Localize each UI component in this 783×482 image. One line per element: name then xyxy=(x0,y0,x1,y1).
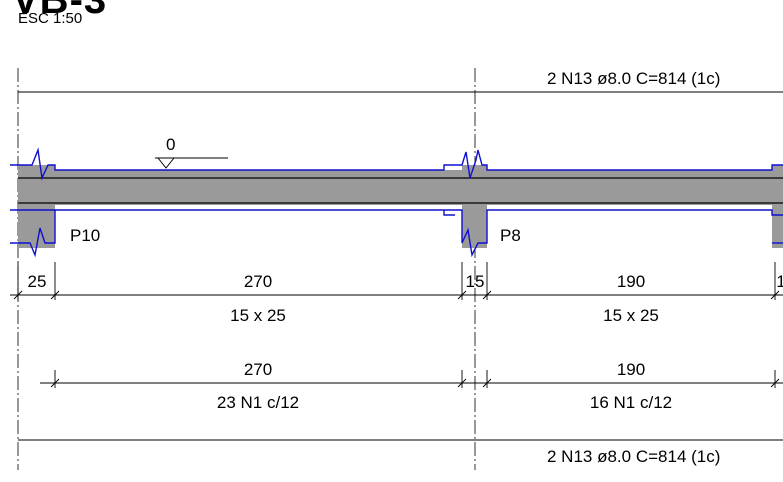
drawing-title: VB-3 xyxy=(12,0,108,22)
level-label: 0 xyxy=(166,135,176,154)
support-label-p10: P10 xyxy=(70,226,101,245)
dim-support-width-right: 1 xyxy=(776,272,783,291)
stirrup-length-2: 190 xyxy=(616,360,646,379)
bottom-rebar-label: 2 N13 ø8.0 C=814 (1c) xyxy=(547,447,721,466)
top-rebar-label: 2 N13 ø8.0 C=814 (1c) xyxy=(547,69,721,88)
drawing-scale: ESC 1:50 xyxy=(18,10,83,27)
dimension-lines xyxy=(10,262,783,388)
beam-body xyxy=(18,165,783,248)
section-span-1: 15 x 25 xyxy=(230,306,286,325)
level-marker xyxy=(155,157,228,169)
dim-span-1: 270 xyxy=(243,272,273,291)
dim-support-width-p8: 15 xyxy=(465,272,485,291)
stirrup-spec-1: 23 N1 c/12 xyxy=(216,393,300,412)
column-outlines xyxy=(10,147,783,258)
section-span-2: 15 x 25 xyxy=(603,306,659,325)
dim-span-2: 190 xyxy=(616,272,646,291)
stirrup-spec-2: 16 N1 c/12 xyxy=(589,393,673,412)
support-label-p8: P8 xyxy=(500,226,521,245)
dim-support-width-p10: 25 xyxy=(27,272,47,291)
stirrup-length-1: 270 xyxy=(243,360,273,379)
